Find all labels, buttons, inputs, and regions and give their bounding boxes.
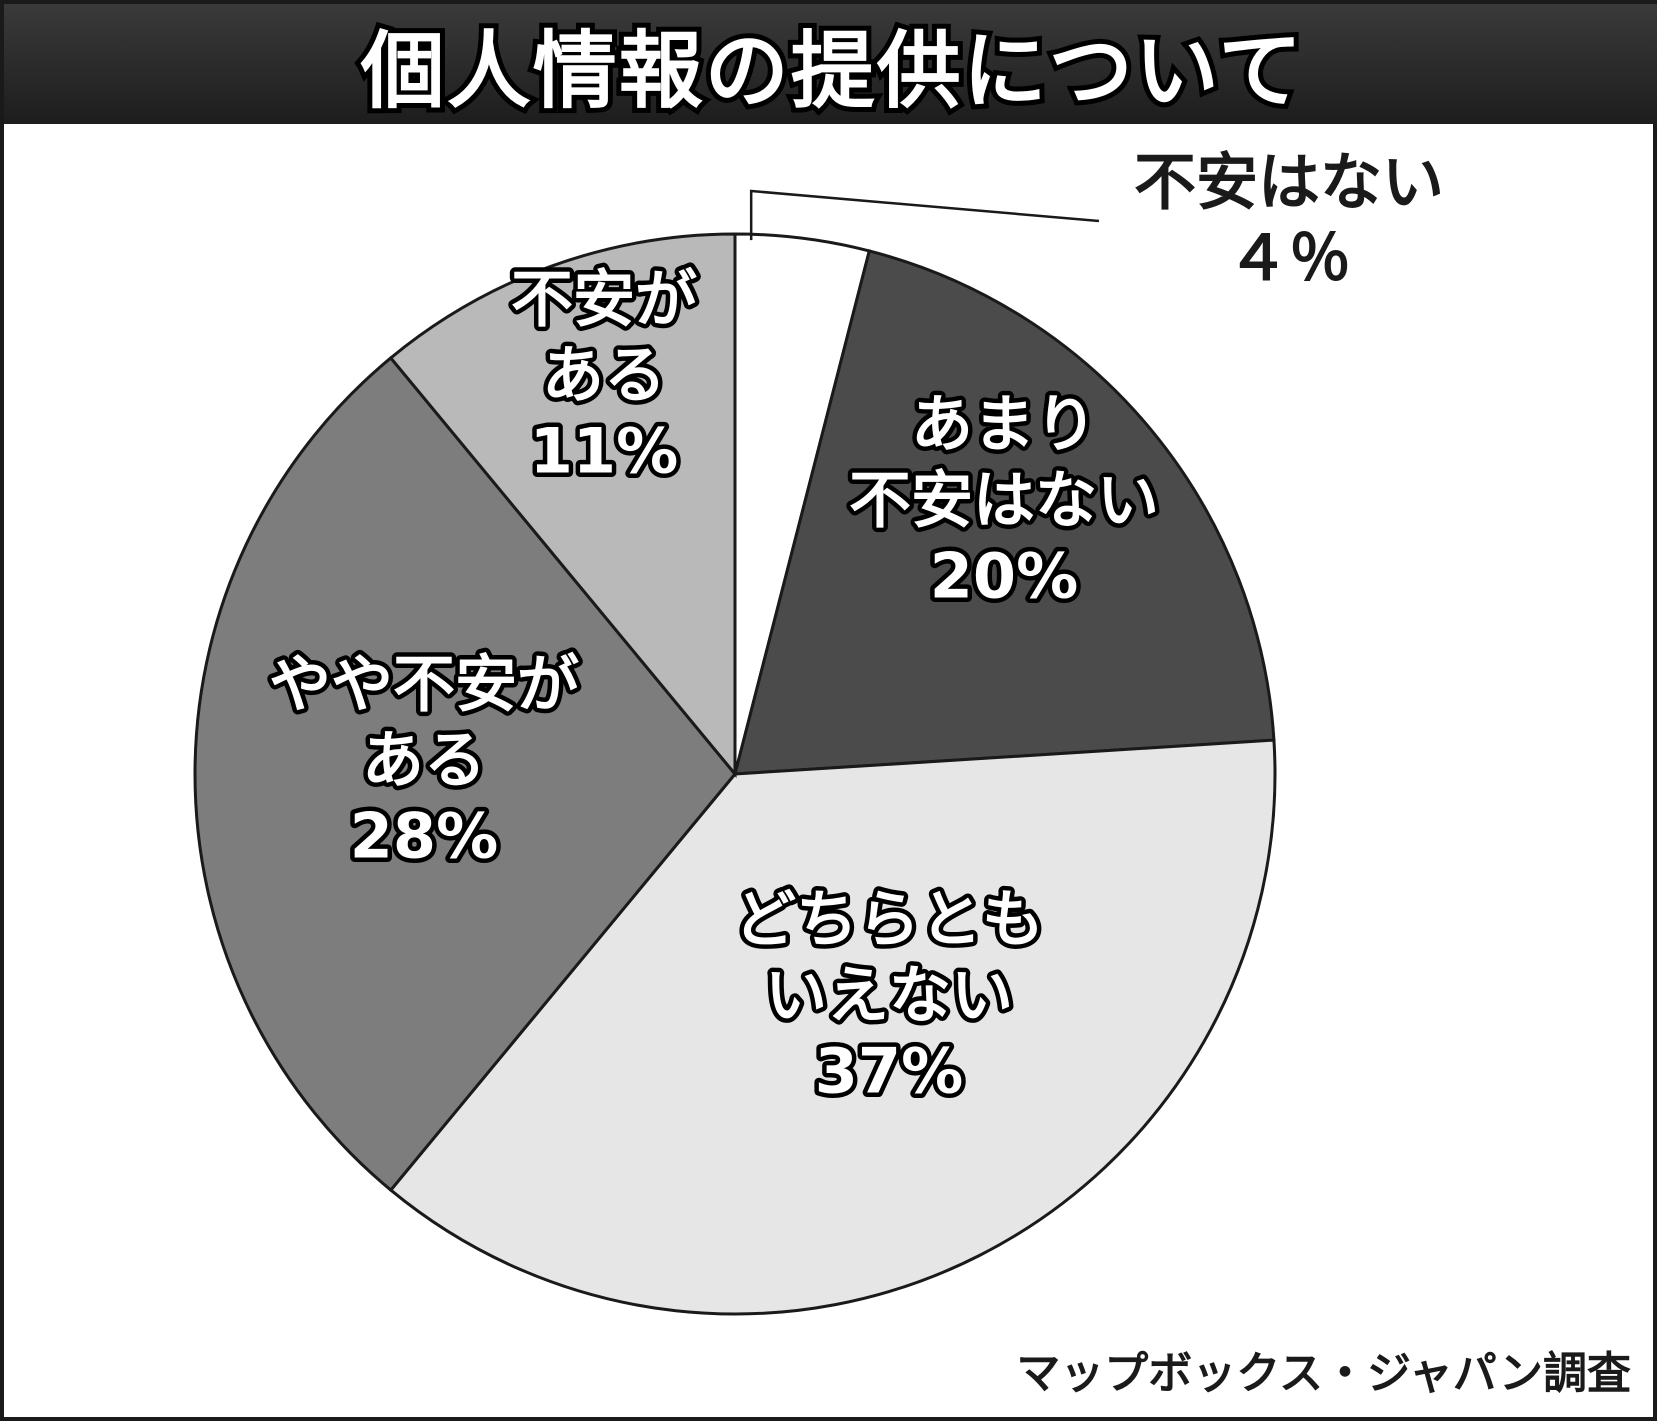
pie-slice-4 (388, 232, 737, 779)
title-bar: 個人情報の提供について (4, 4, 1657, 125)
pie-slice-1 (733, 249, 1276, 776)
leader-line (749, 189, 1100, 241)
slice-value-label-0: ４％ (1227, 221, 1351, 294)
slice-value-label-1: 20% (930, 539, 1078, 612)
slice-category-label-4: ある (542, 338, 666, 411)
slice-category-label-1: あまり (911, 387, 1097, 460)
slice-category-label-1: 不安はない (849, 463, 1159, 536)
slice-category-label-2: いえない (765, 958, 1013, 1031)
slice-category-label-2: どちらとも (734, 882, 1044, 955)
pie-slice-2 (388, 738, 1277, 1316)
source-note: マップボックス・ジャパン調査 (1016, 1348, 1631, 1399)
slice-value-label-4: 11% (530, 414, 678, 487)
pie-slice-3 (193, 355, 737, 1193)
slice-value-label-3: 28% (350, 799, 498, 872)
slice-category-label-4: 不安が (511, 262, 697, 335)
slice-category-label-0: 不安はない (1134, 145, 1444, 218)
pie-chart: 不安はない４％あまり不安はない20%どちらともいえない37%やや不安がある28%… (193, 145, 1444, 1316)
chart-title: 個人情報の提供について (356, 17, 1307, 125)
slice-value-label-2: 37% (815, 1034, 963, 1107)
slice-category-label-3: ある (362, 723, 486, 796)
slice-category-label-3: やや不安が (269, 647, 579, 720)
